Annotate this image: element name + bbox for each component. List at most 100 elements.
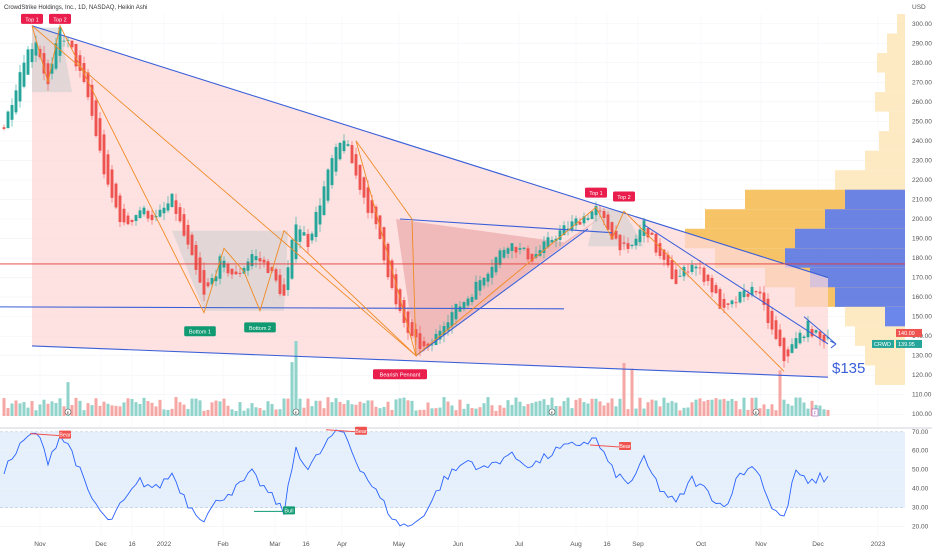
pattern-label-box: [184, 326, 216, 337]
volume-bar: [798, 397, 802, 416]
candle-body: [546, 237, 550, 248]
price-tick-label: 260.00: [912, 99, 932, 106]
support-line: [0, 306, 565, 310]
volume-bar: [470, 408, 474, 416]
candle-body: [562, 225, 566, 236]
candle-body: [802, 336, 806, 339]
volume-bar: [2, 398, 6, 416]
volume-bar: [394, 399, 398, 416]
volume-bar: [550, 397, 554, 416]
candle-body: [586, 218, 590, 220]
earnings-marker-icon: [548, 408, 556, 416]
candle-body: [798, 332, 802, 344]
volume-bar: [78, 400, 82, 416]
candle-body: [142, 207, 146, 215]
volume-bar: [566, 397, 570, 416]
volume-bar: [226, 405, 230, 416]
candle-body: [198, 257, 202, 283]
volume-bar: [562, 401, 566, 416]
volume-bar: [554, 405, 558, 416]
candle-body: [2, 127, 6, 129]
price-tag-box: [872, 339, 894, 348]
wedge-lower-trendline: [31, 345, 829, 378]
volume-bar: [326, 397, 330, 416]
volume-bar: [418, 409, 422, 416]
volume-bar: [186, 409, 190, 416]
volume-bar: [14, 400, 18, 416]
candle-body: [298, 229, 302, 242]
candle-body: [42, 53, 46, 74]
candle-body: [110, 169, 114, 198]
volume-bar: [298, 398, 302, 416]
volume-bar: [58, 398, 62, 416]
volume-bar: [122, 402, 126, 416]
volume-bar: [90, 405, 94, 416]
candle-body: [678, 275, 682, 277]
volume-bar: [478, 407, 482, 416]
price-tick-label: 160.00: [912, 294, 932, 301]
price-tick-label: 250.00: [912, 118, 932, 125]
volume-bar: [318, 400, 322, 416]
volume-bar: [614, 406, 618, 416]
volume-bar: [758, 408, 762, 416]
candle-body: [162, 207, 166, 214]
candle-body: [106, 154, 110, 185]
candle-body: [6, 111, 10, 129]
rsi-divergence-box: [59, 430, 71, 439]
price-tag-box: [896, 339, 922, 348]
candle-body: [626, 243, 630, 249]
candle-body: [422, 341, 426, 347]
candle-body: [618, 234, 622, 251]
time-tick-label: Mar: [269, 541, 281, 548]
volume-bar: [474, 408, 478, 416]
candle-body: [54, 42, 58, 69]
volume-bar: [606, 402, 610, 416]
volume-bar: [262, 410, 266, 416]
candle-body: [330, 158, 334, 186]
volume-bar: [802, 402, 806, 416]
volume-bar: [486, 397, 490, 416]
candle-body: [578, 221, 582, 225]
volume-bar: [534, 401, 538, 416]
rsi-divergence-label: Bear: [619, 444, 631, 450]
volume-bar: [6, 408, 10, 416]
volume-bar: [94, 398, 98, 416]
price-tick-label: 220.00: [912, 177, 932, 184]
candle-body: [726, 303, 730, 305]
candle-body: [674, 269, 678, 284]
candle-body: [506, 248, 510, 254]
rsi-tick-label: 70.00: [912, 429, 929, 436]
volume-bar: [354, 404, 358, 416]
time-tick-label: 16: [603, 541, 611, 548]
price-tick-label: 270.00: [912, 79, 932, 86]
pennant-shape: [396, 209, 612, 356]
volume-bar: [18, 403, 22, 416]
volume-bar: [242, 410, 246, 416]
rsi-tick-label: 20.00: [912, 524, 929, 531]
volume-profile-bar: [845, 189, 905, 210]
candle-body: [778, 329, 782, 346]
candle-body: [266, 261, 270, 274]
candle-body: [526, 248, 530, 260]
rsi-divergence-label: Bear: [59, 433, 71, 439]
volume-bar: [794, 397, 798, 416]
rsi-divergence-box: [355, 426, 367, 435]
volume-bar: [650, 399, 654, 416]
time-tick-label: Oct: [696, 541, 706, 548]
volume-profile-bar: [885, 306, 905, 327]
rsi-divergence-box: [619, 441, 631, 450]
volume-bar: [302, 407, 306, 416]
volume-bar: [134, 402, 138, 416]
candle-body: [254, 256, 258, 261]
candle-body: [458, 306, 462, 312]
candle-body: [210, 278, 214, 285]
earnings-marker-icon: [64, 408, 72, 416]
time-tick-label: Feb: [217, 541, 229, 548]
candle-body: [286, 267, 290, 291]
volume-profile-bar: [875, 365, 905, 385]
candle-body: [694, 266, 698, 269]
candle-body: [14, 90, 18, 113]
heikin-ashi-candles: [2, 24, 830, 368]
candle-body: [478, 280, 482, 291]
